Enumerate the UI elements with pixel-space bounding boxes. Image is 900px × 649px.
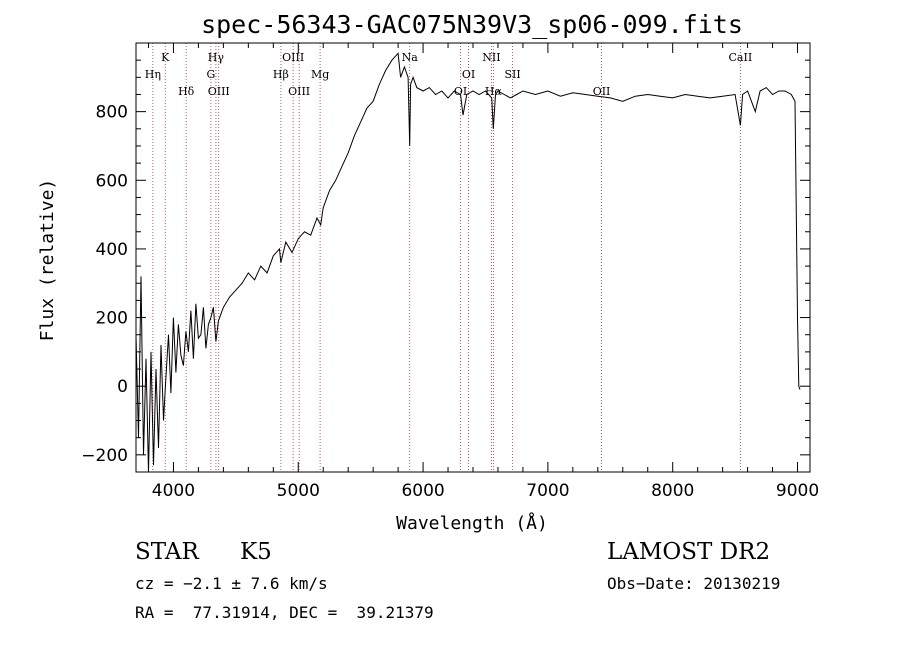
tick-label: 5000 — [277, 481, 320, 501]
line-label: OI — [454, 85, 467, 98]
survey-name: LAMOST DR2 — [607, 539, 771, 565]
redshift-velocity: cz = −2.1 ± 7.6 km/s — [135, 574, 328, 593]
y-axis-label: Flux (relative) — [37, 179, 58, 342]
tick-label: −200 — [81, 446, 128, 466]
coordinates: RA = 77.31914, DEC = 39.21379 — [135, 603, 434, 622]
spectral-line-markers: HηKHδGHγOIIIHβOIIIOIIIMgNaOIOINIIHαSIIOI… — [145, 43, 752, 472]
x-axis-label: Wavelength (Å) — [396, 512, 548, 534]
line-label: Na — [402, 51, 419, 64]
object-subclass: K5 — [240, 539, 272, 565]
tick-label: 400 — [96, 240, 128, 260]
plot-frame — [135, 42, 811, 473]
line-label: OIII — [288, 85, 310, 98]
tick-label: 200 — [96, 309, 128, 329]
tick-label: 7000 — [526, 481, 569, 501]
line-label: G — [206, 68, 215, 81]
observation-date: Obs−Date: 20130219 — [607, 574, 781, 593]
flux-series-line — [135, 52, 801, 473]
line-label: Hη — [145, 68, 161, 81]
tick-label: 0 — [117, 377, 128, 397]
line-label: OIII — [282, 51, 304, 64]
line-label: Hγ — [208, 51, 225, 64]
line-label: NII — [482, 51, 500, 64]
tick-label: 600 — [96, 171, 128, 191]
line-label: SII — [504, 68, 520, 81]
line-label: K — [161, 51, 170, 64]
tick-label: 8000 — [651, 481, 694, 501]
line-label: Hδ — [178, 85, 195, 98]
line-label: OI — [462, 68, 475, 81]
chart-title: spec-56343-GAC075N39V3_sp06-099.fits — [201, 10, 743, 39]
object-class: STAR — [135, 539, 199, 565]
tick-label: 9000 — [776, 481, 819, 501]
tick-label: 6000 — [401, 481, 444, 501]
line-label: Mg — [311, 68, 329, 81]
tick-label: 4000 — [152, 481, 195, 501]
line-label: OII — [593, 85, 611, 98]
axis-ticks: 4000 5000 6000 7000 8000 9000 −200 0 200 400 600 80… — [81, 43, 819, 501]
line-label: OIII — [208, 85, 230, 98]
tick-label: 800 — [96, 103, 128, 123]
line-label: Hβ — [273, 68, 289, 81]
line-label: CaII — [729, 51, 753, 64]
